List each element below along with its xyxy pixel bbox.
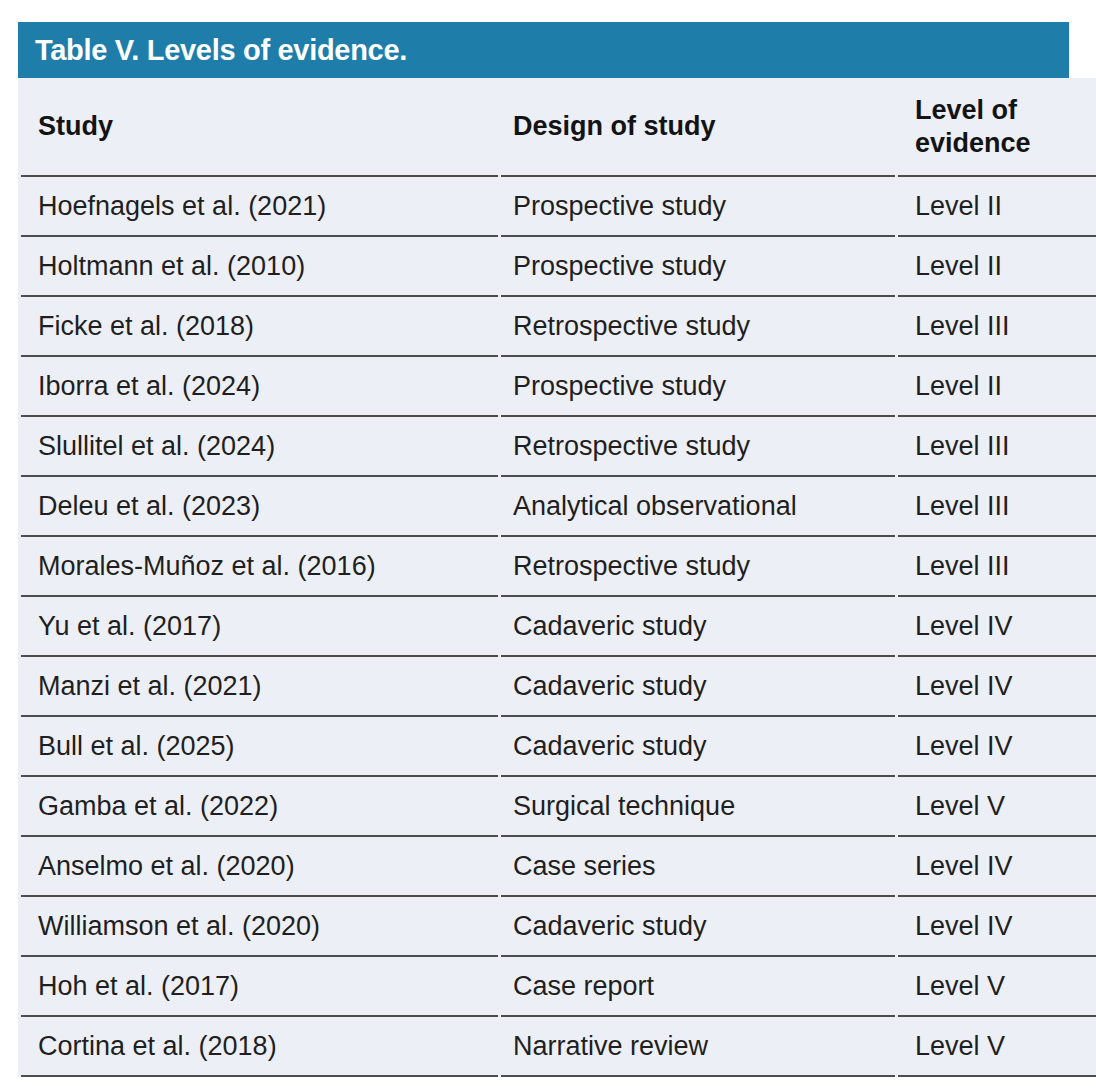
table-row: Bull et al. (2025) Cadaveric study Level… [21,717,1096,777]
level-cell: Level II [898,177,1096,237]
design-cell: Prospective study [501,237,895,297]
design-cell: Prospective study [501,357,895,417]
level-cell: Level III [898,297,1096,357]
design-cell: Retrospective study [501,297,895,357]
level-cell: Level IV [898,897,1096,957]
table-row: Gamba et al. (2022) Surgical technique L… [21,777,1096,837]
table-row: Morales-Muñoz et al. (2016) Retrospectiv… [21,537,1096,597]
level-cell: Level II [898,237,1096,297]
study-cell: Ficke et al. (2018) [21,297,498,357]
level-cell: Level III [898,477,1096,537]
evidence-table: Table V. Levels of evidence. Study Desig… [18,22,1069,1077]
level-cell: Level IV [898,717,1096,777]
design-cell: Case report [501,957,895,1017]
design-cell: Analytical observational [501,477,895,537]
table-header: Study Design of study Level of evidence [21,78,1096,177]
design-cell: Surgical technique [501,777,895,837]
table-row: Anselmo et al. (2020) Case series Level … [21,837,1096,897]
level-cell: Level V [898,957,1096,1017]
study-cell: Hoefnagels et al. (2021) [21,177,498,237]
table-title: Table V. Levels of evidence. [18,22,1069,78]
study-cell: Slullitel et al. (2024) [21,417,498,477]
study-cell: Iborra et al. (2024) [21,357,498,417]
study-cell: Holtmann et al. (2010) [21,237,498,297]
evidence-table-grid: Study Design of study Level of evidence … [18,78,1096,1077]
study-cell: Yu et al. (2017) [21,597,498,657]
table-row: Holtmann et al. (2010) Prospective study… [21,237,1096,297]
table-row: Iborra et al. (2024) Prospective study L… [21,357,1096,417]
level-cell: Level III [898,537,1096,597]
design-cell: Narrative review [501,1017,895,1077]
level-cell: Level V [898,1017,1096,1077]
design-cell: Cadaveric study [501,657,895,717]
design-cell: Retrospective study [501,417,895,477]
table-row: Yu et al. (2017) Cadaveric study Level I… [21,597,1096,657]
design-cell: Cadaveric study [501,897,895,957]
design-cell: Case series [501,837,895,897]
table-row: Williamson et al. (2020) Cadaveric study… [21,897,1096,957]
header-row: Study Design of study Level of evidence [21,78,1096,177]
table-body: Hoefnagels et al. (2021) Prospective stu… [21,177,1096,1077]
study-cell: Bull et al. (2025) [21,717,498,777]
column-header-level: Level of evidence [898,78,1096,177]
column-header-design: Design of study [501,78,895,177]
level-cell: Level V [898,777,1096,837]
study-cell: Morales-Muñoz et al. (2016) [21,537,498,597]
study-cell: Gamba et al. (2022) [21,777,498,837]
design-cell: Retrospective study [501,537,895,597]
study-cell: Deleu et al. (2023) [21,477,498,537]
design-cell: Cadaveric study [501,717,895,777]
design-cell: Cadaveric study [501,597,895,657]
table-row: Deleu et al. (2023) Analytical observati… [21,477,1096,537]
table-row: Hoh et al. (2017) Case report Level V [21,957,1096,1017]
design-cell: Prospective study [501,177,895,237]
study-cell: Cortina et al. (2018) [21,1017,498,1077]
table-row: Hoefnagels et al. (2021) Prospective stu… [21,177,1096,237]
level-cell: Level IV [898,837,1096,897]
table-row: Slullitel et al. (2024) Retrospective st… [21,417,1096,477]
level-cell: Level II [898,357,1096,417]
column-header-study: Study [21,78,498,177]
level-cell: Level III [898,417,1096,477]
study-cell: Manzi et al. (2021) [21,657,498,717]
study-cell: Hoh et al. (2017) [21,957,498,1017]
level-cell: Level IV [898,657,1096,717]
study-cell: Anselmo et al. (2020) [21,837,498,897]
table-row: Cortina et al. (2018) Narrative review L… [21,1017,1096,1077]
table-row: Ficke et al. (2018) Retrospective study … [21,297,1096,357]
level-cell: Level IV [898,597,1096,657]
table-row: Manzi et al. (2021) Cadaveric study Leve… [21,657,1096,717]
study-cell: Williamson et al. (2020) [21,897,498,957]
